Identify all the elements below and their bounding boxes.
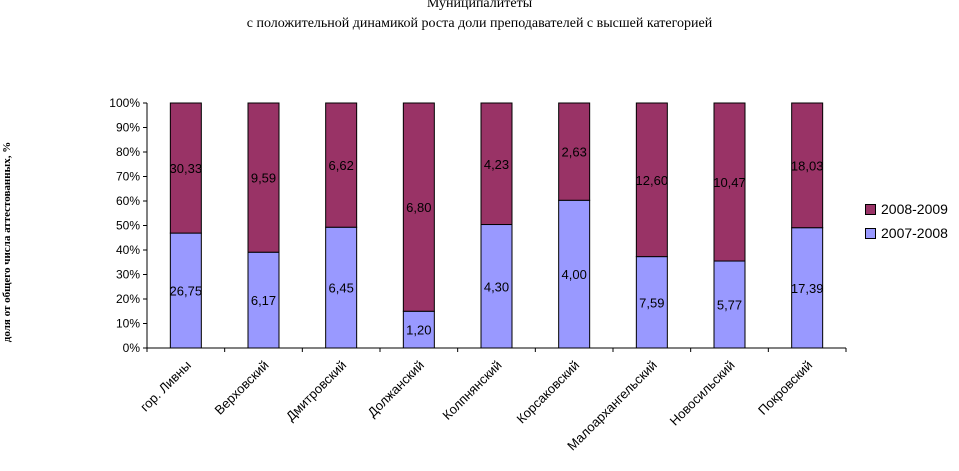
bar-segment-2008-2009: [558, 102, 591, 201]
legend-label-2008-2009: 2008-2009: [881, 201, 948, 217]
chart-title: Муниципалитеты: [426, 0, 533, 11]
legend-swatch-2008-2009: [865, 203, 876, 215]
data-label-2008-2009: 9,59: [251, 171, 276, 186]
y-tick-label: 70%: [116, 170, 140, 184]
x-tick-label: гор. Ливны: [137, 358, 194, 415]
bar-segment-2008-2009: [247, 102, 280, 253]
x-tick-label: Колпнянский: [439, 358, 504, 423]
bar-segment-2008-2009: [635, 102, 668, 258]
data-label-2007-2008: 17,39: [791, 281, 824, 296]
y-tick-label: 80%: [116, 145, 140, 159]
data-label-2008-2009: 4,23: [484, 157, 509, 172]
x-tick-label: Должанский: [365, 358, 427, 420]
x-tick-label: Покровский: [755, 358, 815, 418]
legend-label-2007-2008: 2007-2008: [881, 225, 948, 241]
x-tick-label: Корсаковский: [513, 358, 582, 427]
x-tick-label: Верховский: [211, 358, 271, 418]
legend: 2008-2009 2007-2008: [865, 197, 948, 245]
chart-subtitle: с положительной динамикой роста доли пре…: [246, 16, 713, 31]
data-label-2007-2008: 5,77: [717, 298, 742, 313]
x-tick-label: Новосильский: [667, 358, 738, 429]
legend-item-2007-2008: 2007-2008: [865, 221, 948, 245]
y-tick-label: 90%: [116, 121, 140, 135]
y-tick-label: 60%: [116, 194, 140, 208]
bar-segment-2008-2009: [402, 102, 435, 312]
y-tick-label: 100%: [109, 96, 140, 110]
y-tick-label: 50%: [116, 219, 140, 233]
data-label-2008-2009: 10,47: [713, 175, 746, 190]
data-label-2008-2009: 6,80: [406, 200, 431, 215]
data-label-2008-2009: 30,33: [170, 161, 203, 176]
legend-item-2008-2009: 2008-2009: [865, 197, 948, 221]
bar-segment-2007-2008: [480, 224, 513, 349]
data-label-2007-2008: 4,00: [562, 267, 587, 282]
data-label-2007-2008: 6,17: [251, 293, 276, 308]
bar-segment-2007-2008: [713, 260, 746, 349]
bar-segment-2008-2009: [325, 102, 358, 228]
y-tick-label: 40%: [116, 243, 140, 257]
data-label-2007-2008: 6,45: [329, 281, 354, 296]
bar-segment-2008-2009: [169, 102, 202, 234]
legend-swatch-2007-2008: [865, 227, 876, 239]
data-label-2008-2009: 12,60: [636, 173, 669, 188]
bar-segment-2007-2008: [402, 310, 435, 349]
bar-segment-2008-2009: [480, 102, 513, 226]
bar-segment-2008-2009: [791, 102, 824, 229]
bar-segment-2007-2008: [791, 227, 824, 349]
data-label-2007-2008: 26,75: [170, 284, 203, 299]
data-label-2008-2009: 18,03: [791, 158, 824, 173]
y-tick-label: 20%: [116, 292, 140, 306]
data-label-2008-2009: 6,62: [329, 158, 354, 173]
bar-segment-2007-2008: [247, 251, 280, 349]
x-tick-label: Дмитровский: [283, 358, 349, 424]
bar-segment-2008-2009: [713, 102, 746, 262]
bar-segment-2007-2008: [325, 226, 358, 349]
data-label-2008-2009: 2,63: [562, 145, 587, 160]
y-tick-label: 30%: [116, 268, 140, 282]
y-tick-label: 0%: [123, 341, 141, 355]
bar-segment-2007-2008: [635, 256, 668, 349]
data-label-2007-2008: 1,20: [406, 323, 431, 338]
data-label-2007-2008: 4,30: [484, 279, 509, 294]
data-label-2007-2008: 7,59: [639, 295, 664, 310]
y-tick-label: 10%: [116, 317, 140, 331]
bar-segment-2007-2008: [558, 199, 591, 349]
